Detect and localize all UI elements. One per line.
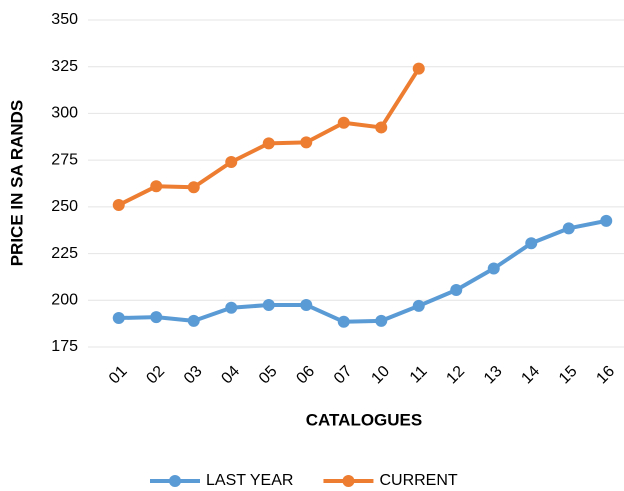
data-point [412, 299, 425, 312]
data-point [300, 298, 313, 311]
data-point [225, 301, 238, 314]
x-tick-label: 02 [143, 363, 168, 388]
data-point [562, 222, 575, 235]
x-tick-label: 15 [556, 363, 581, 388]
series-line [117, 67, 421, 207]
data-point [375, 314, 388, 327]
y-axis-title: PRICE IN SA RANDS [7, 100, 26, 267]
x-tick-label: 07 [331, 363, 356, 388]
legend-marker [342, 475, 355, 487]
data-point [600, 214, 613, 227]
data-point [225, 156, 238, 169]
x-tick-label: 05 [256, 363, 281, 388]
y-tick-label: 325 [51, 58, 78, 75]
legend-marker [169, 475, 181, 487]
y-tick-label: 350 [51, 11, 78, 28]
x-tick-label: 16 [593, 363, 618, 388]
y-tick-label: 225 [51, 245, 78, 262]
y-tick-label: 250 [51, 198, 78, 215]
x-tick-label: 06 [293, 363, 318, 388]
x-tick-label: 11 [407, 363, 431, 387]
data-point [150, 311, 163, 324]
data-point [487, 262, 500, 275]
x-tick-label: 14 [518, 363, 543, 388]
x-tick-label: 04 [218, 363, 243, 388]
y-tick-label: 200 [51, 292, 78, 309]
y-tick-label: 300 [51, 105, 78, 122]
data-point [187, 314, 200, 327]
legend-label: LAST YEAR [206, 472, 293, 489]
y-tick-label: 275 [51, 151, 78, 168]
data-point [300, 136, 313, 149]
y-tick-label: 175 [51, 338, 78, 355]
x-tick-label: 03 [181, 363, 206, 388]
data-point [262, 137, 275, 150]
data-point [112, 198, 125, 211]
x-tick-label: 01 [106, 363, 131, 388]
data-point [150, 180, 163, 193]
data-point [262, 298, 275, 311]
data-point [187, 181, 200, 194]
data-point [112, 312, 125, 325]
legend-label: CURRENT [379, 472, 457, 489]
data-point [337, 315, 350, 328]
x-tick-label: 10 [368, 363, 393, 388]
x-tick-label: 13 [481, 363, 506, 388]
x-axis-title: CATALOGUES [306, 410, 422, 429]
x-tick-label: 12 [443, 363, 468, 388]
data-point [525, 237, 538, 250]
data-point [337, 116, 350, 129]
data-point [412, 62, 425, 75]
series-line [118, 218, 607, 324]
data-point [375, 121, 388, 134]
data-point [450, 284, 463, 297]
